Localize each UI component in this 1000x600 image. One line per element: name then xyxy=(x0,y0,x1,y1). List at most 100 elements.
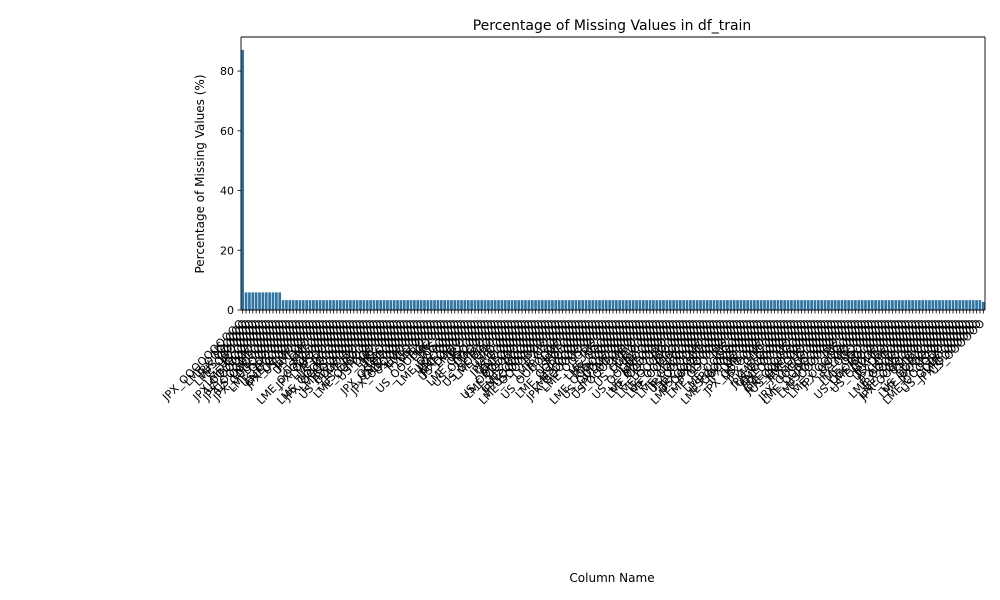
bar xyxy=(880,300,884,310)
bar xyxy=(790,300,793,310)
bar xyxy=(726,300,729,310)
bar xyxy=(719,300,723,310)
bar xyxy=(911,300,914,310)
bar xyxy=(335,300,339,310)
bar xyxy=(355,300,359,310)
bar xyxy=(436,300,440,310)
bar xyxy=(295,300,298,310)
bar xyxy=(783,300,787,310)
bar xyxy=(675,300,679,310)
bar xyxy=(716,300,719,310)
bar xyxy=(914,300,918,310)
bar xyxy=(291,300,295,310)
bar xyxy=(924,300,928,310)
y-tick-label: 20 xyxy=(220,244,234,257)
bar xyxy=(951,300,955,310)
bar xyxy=(275,292,278,310)
bar xyxy=(288,300,292,310)
bar xyxy=(547,300,551,310)
bar xyxy=(907,300,911,310)
bar xyxy=(732,300,736,310)
bar xyxy=(248,292,251,310)
bar xyxy=(598,300,601,310)
bar xyxy=(594,300,598,310)
bar xyxy=(742,300,746,310)
bar xyxy=(779,300,783,310)
bar xyxy=(678,300,682,310)
bar xyxy=(510,300,514,310)
bar xyxy=(891,300,894,310)
bar xyxy=(301,300,305,310)
bars-group xyxy=(241,49,985,311)
bar xyxy=(810,300,813,310)
bar xyxy=(567,300,571,310)
bar xyxy=(860,300,864,310)
bar xyxy=(264,292,268,310)
bar xyxy=(574,300,578,310)
bar xyxy=(763,300,766,310)
bar xyxy=(251,292,255,310)
bar xyxy=(739,300,743,310)
bar xyxy=(958,300,962,310)
bar xyxy=(712,300,716,310)
bar xyxy=(258,292,261,310)
bar xyxy=(874,300,877,310)
bar xyxy=(500,300,504,310)
bar xyxy=(362,300,366,310)
bar xyxy=(682,300,686,310)
bar xyxy=(446,300,450,310)
bar xyxy=(601,300,605,310)
y-tick-label: 60 xyxy=(220,125,234,138)
x-axis-label: Column Name xyxy=(569,571,654,585)
bar xyxy=(736,300,739,310)
bar xyxy=(806,300,810,310)
y-tick-label: 80 xyxy=(220,65,234,78)
bar xyxy=(638,300,642,310)
bar xyxy=(396,300,399,310)
bar xyxy=(524,300,527,310)
bar xyxy=(766,300,770,310)
bar xyxy=(658,300,662,310)
bar xyxy=(406,300,409,310)
bar xyxy=(668,300,672,310)
bar xyxy=(699,300,702,310)
bar xyxy=(534,300,537,310)
bar xyxy=(298,300,302,310)
x-axis xyxy=(242,310,984,314)
bar xyxy=(540,300,544,310)
bar xyxy=(433,300,436,310)
y-tick-label: 0 xyxy=(227,304,234,317)
bar xyxy=(571,300,574,310)
bar xyxy=(981,301,985,310)
bar xyxy=(359,300,362,310)
bar xyxy=(352,300,356,310)
bar xyxy=(635,300,638,310)
bar xyxy=(423,300,426,310)
bar xyxy=(652,300,655,310)
y-tick-label: 40 xyxy=(220,185,234,198)
bar xyxy=(665,300,669,310)
bar xyxy=(281,300,285,310)
bar xyxy=(685,300,689,310)
bar xyxy=(466,300,470,310)
bar xyxy=(379,300,383,310)
bar xyxy=(382,300,386,310)
bar xyxy=(544,300,548,310)
bar xyxy=(577,300,581,310)
bar xyxy=(604,300,608,310)
bar xyxy=(746,300,749,310)
bar xyxy=(520,300,524,310)
bar xyxy=(948,300,951,310)
bar xyxy=(527,300,531,310)
bar xyxy=(349,300,352,310)
bar xyxy=(705,300,709,310)
bar xyxy=(591,300,595,310)
bar xyxy=(551,300,554,310)
bar xyxy=(975,300,978,310)
bar xyxy=(332,300,335,310)
bar xyxy=(493,300,497,310)
bar xyxy=(480,300,484,310)
bar xyxy=(372,300,376,310)
